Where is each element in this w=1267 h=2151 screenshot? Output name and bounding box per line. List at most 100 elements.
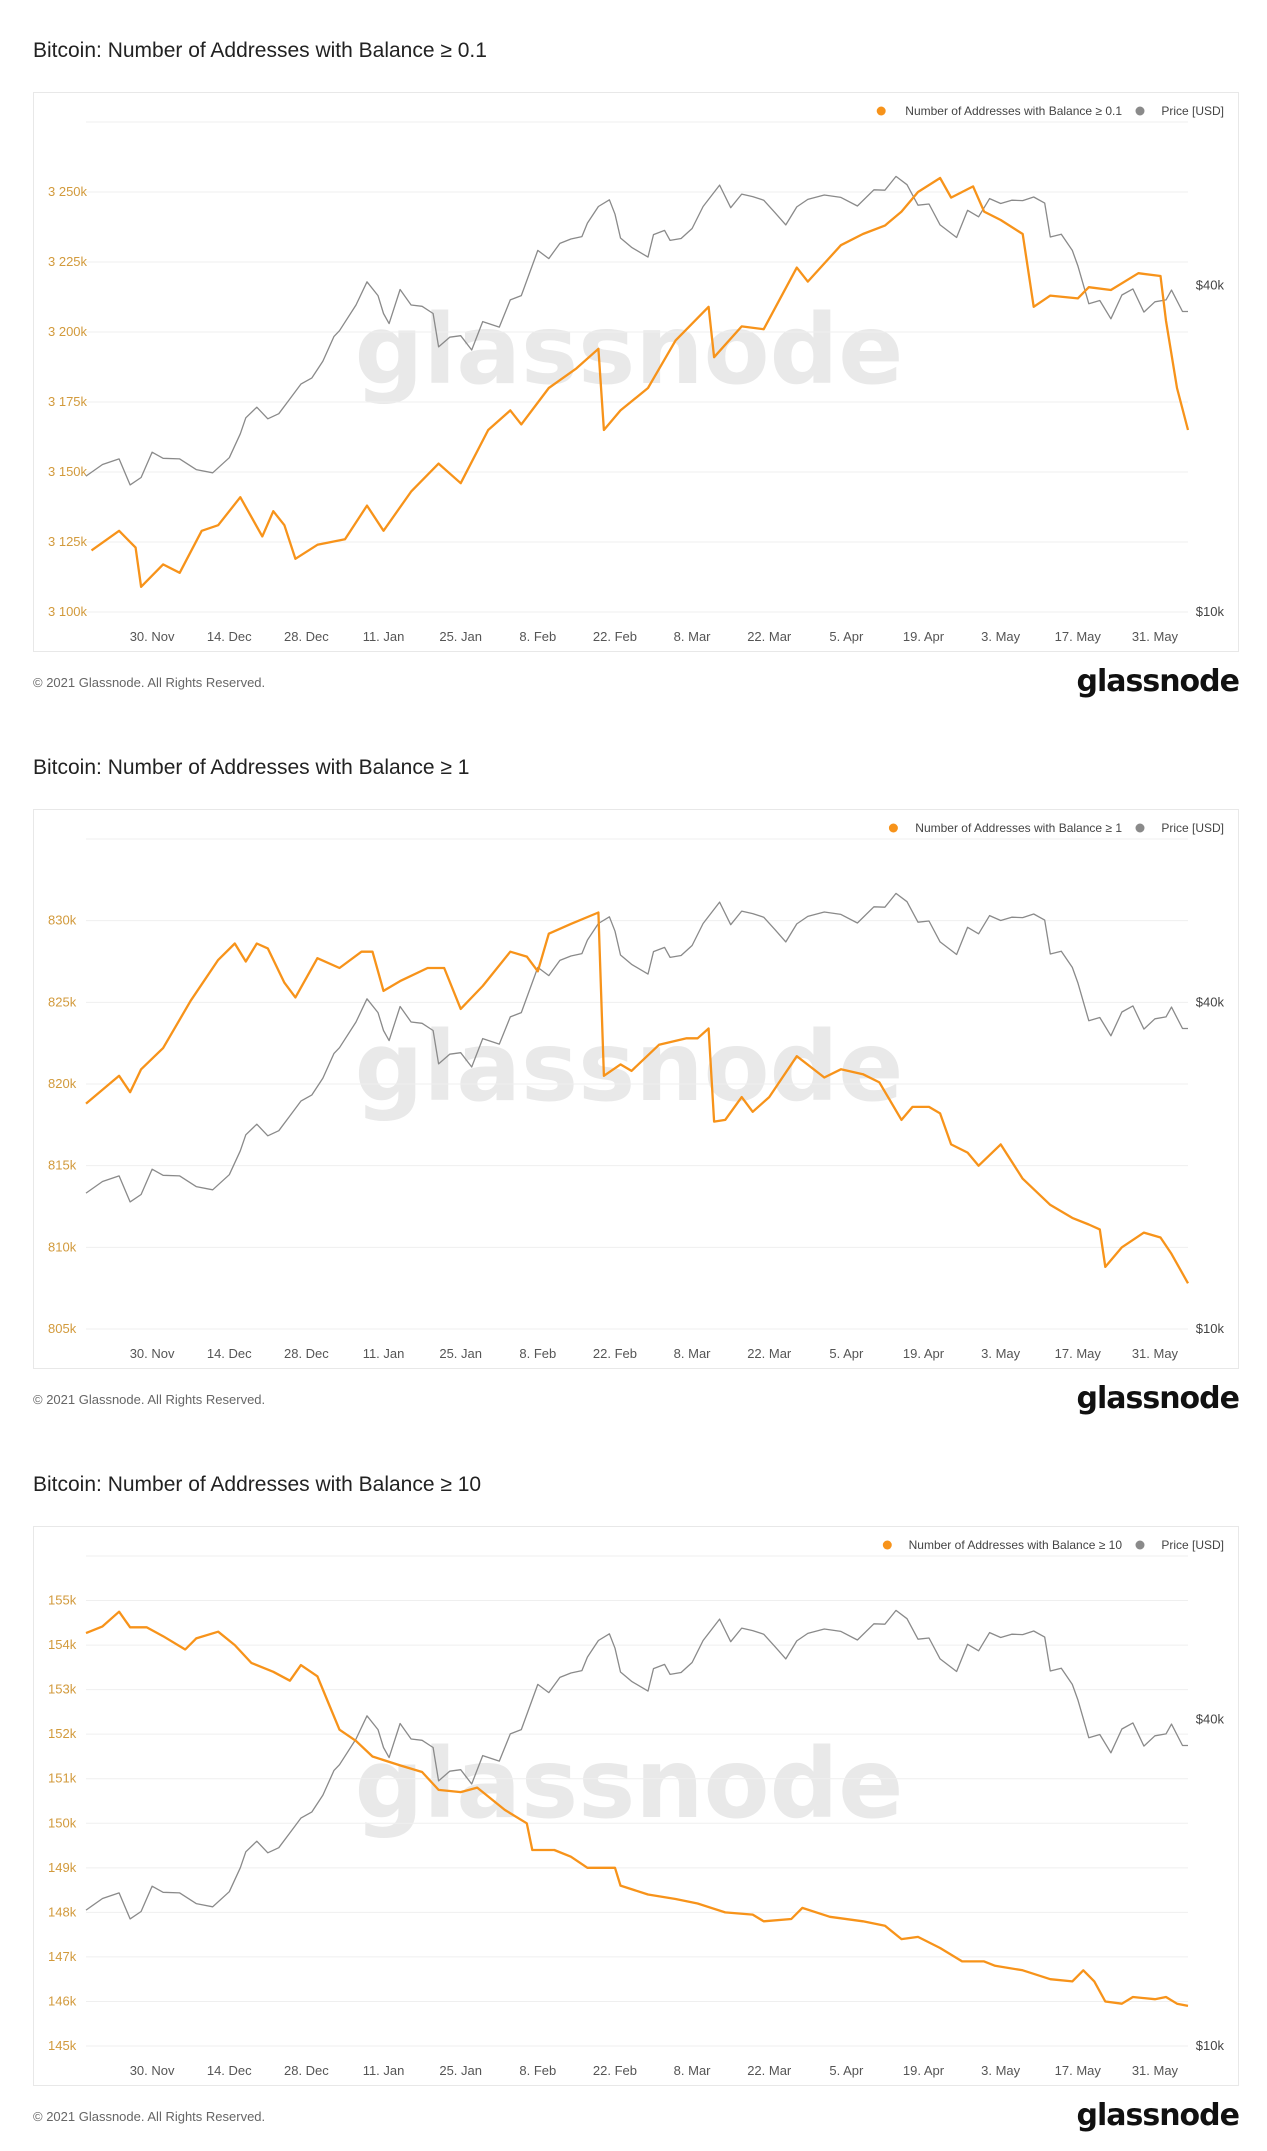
legend-price-dot-icon [1135,823,1145,833]
legend: Price [USD] Number of Addresses with Bala… [888,821,1224,835]
y-tick-label: 151k [48,1771,77,1786]
y-tick-label: 152k [48,1726,77,1741]
y-tick-label: 805k [48,1321,77,1336]
y-tick-label: 3 100k [48,604,88,619]
x-tick-label: 28. Dec [284,629,329,644]
x-tick-label: 17. May [1055,1346,1102,1361]
y-tick-label: 815k [48,1158,77,1173]
glassnode-logo: glassnode [1076,2098,1240,2133]
watermark: glassnode [355,294,904,406]
y-tick-label: 147k [48,1949,77,1964]
y-tick-label: 3 225k [48,254,88,269]
legend-price-label[interactable]: Price [USD] [1161,821,1224,835]
chart-svg: glassnode 145k 146k 147k 148k 149k 150k 151k 152… [48,1538,1225,2078]
chart-title: Bitcoin: Number of Addresses with Balanc… [33,756,470,779]
x-tick-label: 19. Apr [903,629,945,644]
x-tick-label: 11. Jan [363,1346,405,1361]
x-tick-label: 22. Mar [747,629,792,644]
copyright-text: © 2021 Glassnode. All Rights Reserved. [33,675,266,690]
x-tick-label: 25. Jan [439,629,482,644]
y-tick-label: 3 125k [48,534,88,549]
x-tick-label: 22. Feb [593,2063,637,2078]
x-tick-label: 3. May [981,629,1021,644]
x-tick-label: 22. Mar [747,2063,792,2078]
x-tick-label: 3. May [981,1346,1021,1361]
legend: Price [USD] Number of Addresses with Bala… [876,104,1224,118]
x-tick-label: 30. Nov [130,629,175,644]
legend-price-dot-icon [1135,106,1145,116]
y-tick-label: 810k [48,1239,77,1254]
x-tick-label: 8. Mar [674,2063,712,2078]
chart-block: Bitcoin: Number of Addresses with Balanc… [0,717,1267,1434]
x-tick-label: 8. Feb [519,2063,556,2078]
y-tick-label: 3 175k [48,394,88,409]
price-tick-label: $40k [1196,994,1225,1009]
x-tick-label: 31. May [1132,1346,1179,1361]
x-tick-label: 8. Mar [674,629,712,644]
x-tick-label: 5. Apr [829,629,864,644]
legend-series-dot-icon [888,823,898,833]
legend-price-dot-icon [1135,1540,1145,1550]
y-tick-label: 149k [48,1860,77,1875]
x-tick-label: 14. Dec [207,1346,252,1361]
copyright-text: © 2021 Glassnode. All Rights Reserved. [33,1392,266,1407]
y-tick-label: 153k [48,1682,77,1697]
x-tick-label: 22. Mar [747,1346,792,1361]
x-tick-label: 31. May [1132,629,1179,644]
x-tick-label: 8. Mar [674,1346,712,1361]
chart-title: Bitcoin: Number of Addresses with Balanc… [33,1473,482,1496]
price-line [85,1609,1188,1920]
y-tick-label: 820k [48,1076,77,1091]
chart-container: glassnode 145k 146k 147k 148k 149k 150k 151k 152… [33,1526,1239,2086]
watermark: glassnode [355,1011,904,1123]
legend-series-dot-icon [876,106,886,116]
y-tick-label: 3 200k [48,324,88,339]
x-tick-label: 31. May [1132,2063,1179,2078]
x-tick-label: 19. Apr [903,2063,945,2078]
chart-container: glassnode 3 100k 3 125k 3 150k 3 175k 3 200k 3… [33,92,1239,652]
y-tick-label: 830k [48,913,77,928]
legend-series-label[interactable]: Number of Addresses with Balance ≥ 0.1 [905,104,1122,118]
y-tick-label: 155k [48,1593,77,1608]
chart-svg: glassnode 805k 810k 815k 820k 825k 830k $40k $10… [48,821,1225,1361]
x-tick-label: 28. Dec [284,1346,329,1361]
price-tick-label: $40k [1196,277,1225,292]
copyright-text: © 2021 Glassnode. All Rights Reserved. [33,2109,266,2124]
chart-block: Bitcoin: Number of Addresses with Balanc… [0,1434,1267,2151]
y-tick-label: 145k [48,2038,77,2053]
address-count-line [90,176,1190,588]
price-tick-label: $10k [1196,2038,1225,2053]
legend-price-label[interactable]: Price [USD] [1161,104,1224,118]
legend-series-label[interactable]: Number of Addresses with Balance ≥ 1 [915,821,1122,835]
y-tick-label: 3 150k [48,464,88,479]
x-tick-label: 30. Nov [130,1346,175,1361]
x-tick-label: 11. Jan [363,629,405,644]
glassnode-logo: glassnode [1076,664,1240,699]
chart-svg: glassnode 3 100k 3 125k 3 150k 3 175k 3 200k 3… [48,104,1225,644]
x-tick-label: 14. Dec [207,629,252,644]
legend-price-label[interactable]: Price [USD] [1161,1538,1224,1552]
legend-series-label[interactable]: Number of Addresses with Balance ≥ 10 [909,1538,1123,1552]
price-tick-label: $40k [1196,1711,1225,1726]
x-tick-label: 22. Feb [593,629,637,644]
price-tick-label: $10k [1196,1321,1225,1336]
x-tick-label: 25. Jan [439,2063,482,2078]
price-line [85,892,1188,1203]
chart-container: glassnode 805k 810k 815k 820k 825k 830k $40k $10… [33,809,1239,1369]
x-tick-label: 28. Dec [284,2063,329,2078]
legend: Price [USD] Number of Addresses with Bala… [882,1538,1224,1552]
x-tick-label: 8. Feb [519,1346,556,1361]
x-tick-label: 22. Feb [593,1346,637,1361]
y-tick-label: 150k [48,1815,77,1830]
y-tick-label: 146k [48,1993,77,2008]
y-tick-label: 148k [48,1904,77,1919]
legend-series-dot-icon [882,1540,892,1550]
y-tick-label: 154k [48,1637,77,1652]
glassnode-logo: glassnode [1076,1381,1240,1416]
chart-title: Bitcoin: Number of Addresses with Balanc… [33,39,487,62]
x-tick-label: 11. Jan [363,2063,405,2078]
x-tick-label: 19. Apr [903,1346,945,1361]
x-tick-label: 5. Apr [829,2063,864,2078]
price-line [85,175,1188,486]
watermark: glassnode [355,1728,904,1840]
